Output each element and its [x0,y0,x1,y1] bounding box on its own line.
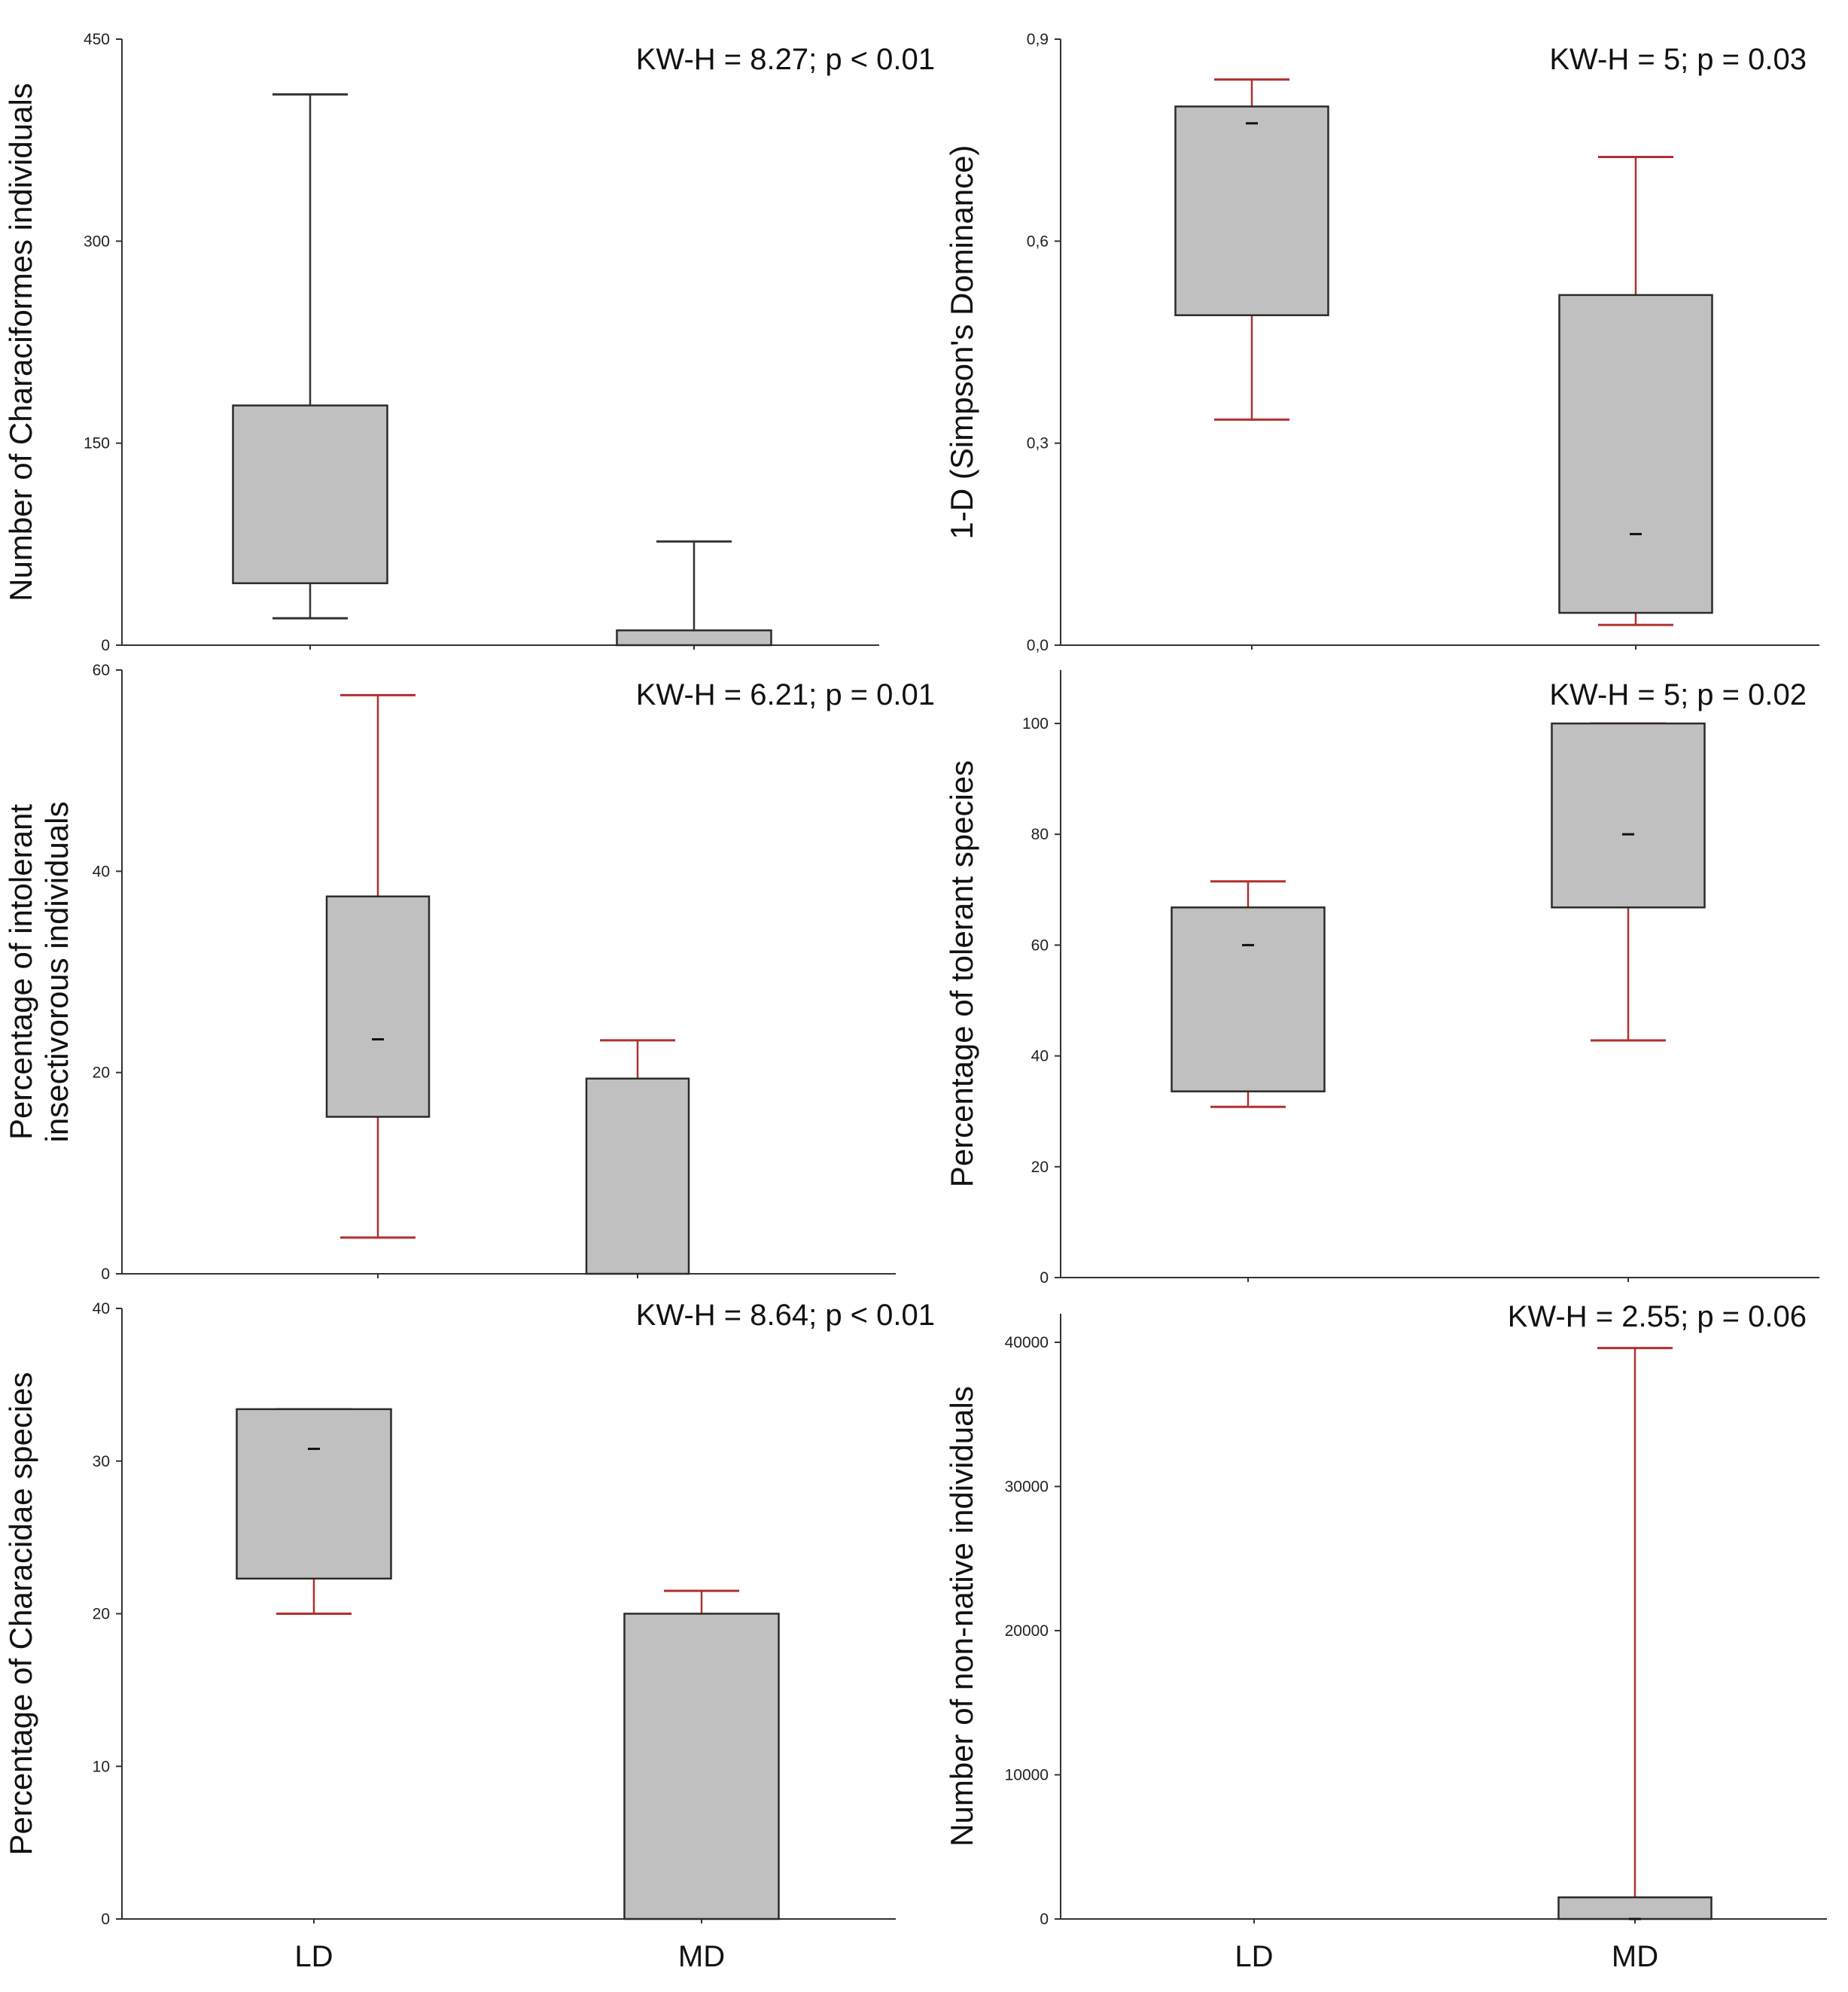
panel-1: 0 150 300 450 Number of Characiformes indivi… [3,31,935,654]
y-axis-label-line-2: insectivorous individuals [39,802,75,1143]
y-tick-label: 100 [1022,715,1049,733]
kruskal-wallis-annotation: KW-H = 8.64; p < 0.01 [636,1299,935,1332]
y-tick-label: 0,9 [1027,31,1049,48]
y-tick-label: 20 [93,1065,110,1082]
box-MD [585,1039,690,1275]
y-axis-label: Percentage of Characidae species [3,1372,38,1855]
y-tick-label: 40 [93,1300,110,1317]
y-axis-label-line-1: Percentage of intolerant [3,804,38,1140]
interquartile-box [325,895,431,1118]
panel-5: 0 10 20 30 40 Percentage of Characidae specie… [3,1299,935,1928]
x-category-label-ld: LD [1235,1940,1273,1973]
x-category-label-md: MD [1612,1940,1658,1973]
kruskal-wallis-annotation: KW-H = 8.27; p < 0.01 [636,43,935,76]
box-MD [1557,1347,1713,1920]
panel-2: 0,0 0,3 0,6 0,9 1-D (Simpson's Dominance) KW-… [944,31,1819,654]
interquartile-box [585,1077,690,1275]
y-tick-label: 20 [1031,1159,1049,1176]
y-tick-label: 150 [84,435,110,452]
interquartile-box [1557,1896,1713,1920]
y-tick-label: 40 [1031,1048,1049,1065]
y-tick-label: 10 [93,1758,110,1775]
y-tick-label: 0 [101,1911,110,1928]
y-tick-label: 40 [93,863,110,880]
y-tick-label: 0 [101,1266,110,1283]
interquartile-box [1174,105,1329,316]
interquartile-box [232,404,388,584]
interquartile-box [1551,722,1706,909]
panel-6: 0 10000 20000 30000 40000 Number of non-nativ… [944,1300,1827,1928]
interquartile-box [623,1613,780,1920]
kruskal-wallis-annotation: KW-H = 5; p = 0.02 [1549,678,1807,711]
box-MD [1558,156,1713,626]
kruskal-wallis-annotation: KW-H = 5; p = 0.03 [1549,43,1807,76]
y-tick-label: 30 [93,1453,110,1470]
y-tick-label: 300 [84,233,110,250]
y-tick-label: 30000 [1005,1479,1049,1496]
y-tick-label: 0,3 [1027,435,1049,452]
y-tick-label: 20000 [1005,1622,1049,1640]
y-tick-label: 0 [101,637,110,654]
y-tick-label: 60 [93,662,110,679]
kruskal-wallis-annotation: KW-H = 2.55; p = 0.06 [1508,1300,1807,1333]
box-LD [236,1408,392,1615]
y-tick-label: 40000 [1005,1334,1049,1351]
box-MD [1551,722,1706,1042]
interquartile-box [1558,294,1713,614]
y-tick-label: 60 [1031,937,1049,954]
y-axis-label: Percentage of tolerant species [944,760,979,1187]
y-tick-label: 0,0 [1027,637,1049,654]
interquartile-box [616,629,772,647]
box-LD [232,93,388,620]
y-axis-label: Number of Characiformes individuals [3,83,38,602]
y-tick-label: 0,6 [1027,233,1049,250]
y-tick-label: 0 [1040,1269,1049,1287]
y-axis-label: 1-D (Simpson's Dominance) [944,145,979,540]
interquartile-box [1171,906,1326,1092]
y-tick-label: 10000 [1005,1767,1049,1784]
box-LD [1174,78,1329,421]
y-tick-label: 450 [84,31,110,48]
y-tick-label: 20 [93,1606,110,1623]
y-tick-label: 80 [1031,826,1049,843]
panel-3: 0 20 40 60 Percentage of intolerant insectivo… [3,662,935,1283]
box-MD [616,540,772,647]
y-axis-label: Number of non-native individuals [944,1386,979,1847]
kruskal-wallis-annotation: KW-H = 6.21; p = 0.01 [636,678,935,711]
box-LD [1171,880,1326,1108]
x-category-label-ld: LD [294,1940,333,1973]
panel-4: 0 20 40 60 80 100 Percentage of tolerant speci… [944,670,1819,1287]
box-LD [325,693,431,1239]
box-MD [623,1589,780,1920]
interquartile-box [236,1408,392,1580]
y-tick-label: 0 [1040,1911,1049,1928]
x-category-label-md: MD [678,1940,725,1973]
